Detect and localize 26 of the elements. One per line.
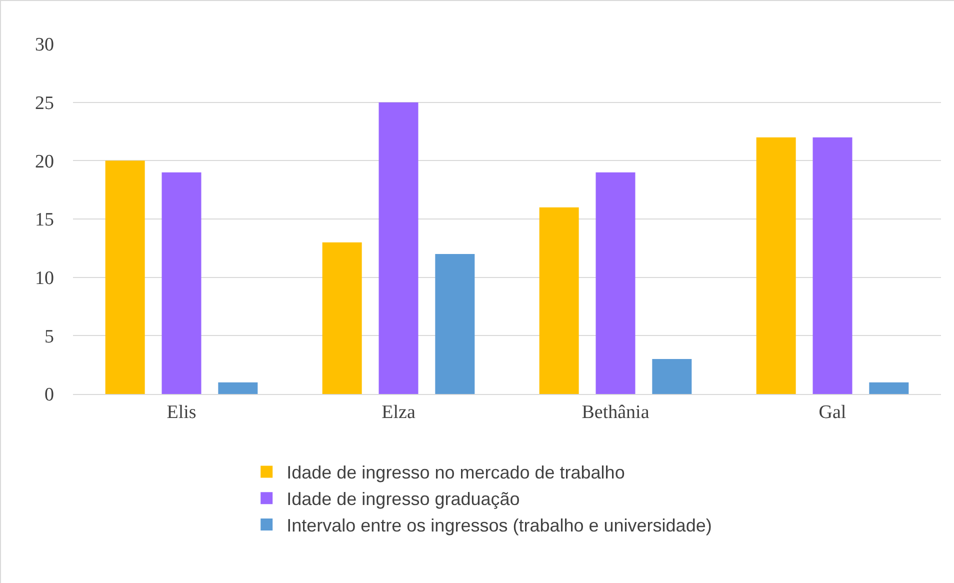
y-tick-label: 30 — [35, 34, 54, 56]
bar — [756, 137, 796, 394]
y-tick-label: 20 — [35, 151, 54, 172]
y-tick-label: 5 — [44, 326, 54, 348]
bar — [218, 382, 258, 394]
bar — [105, 160, 145, 394]
x-tick-label: Elza — [382, 402, 416, 423]
bar — [812, 137, 852, 394]
x-tick-label: Elis — [166, 402, 196, 423]
bar — [378, 102, 418, 394]
bar — [162, 172, 202, 394]
x-tick-label: Bethânia — [582, 402, 650, 423]
bar — [869, 382, 909, 394]
y-tick-label: 15 — [35, 210, 54, 231]
legend-label: Idade de ingresso no mercado de trabalho — [286, 462, 625, 483]
legend-label: Idade de ingresso graduação — [286, 489, 520, 510]
y-tick-label: 0 — [44, 384, 54, 406]
y-tick-label: 10 — [35, 268, 54, 289]
bar — [435, 254, 475, 394]
y-tick-label: 25 — [35, 92, 54, 114]
bar — [652, 359, 692, 394]
bar — [322, 242, 362, 394]
legend-label: Intervalo entre os ingressos (trabalho e universidade) — [286, 516, 712, 536]
bar — [539, 207, 579, 394]
bar — [596, 172, 636, 394]
x-tick-label: Gal — [818, 402, 846, 423]
